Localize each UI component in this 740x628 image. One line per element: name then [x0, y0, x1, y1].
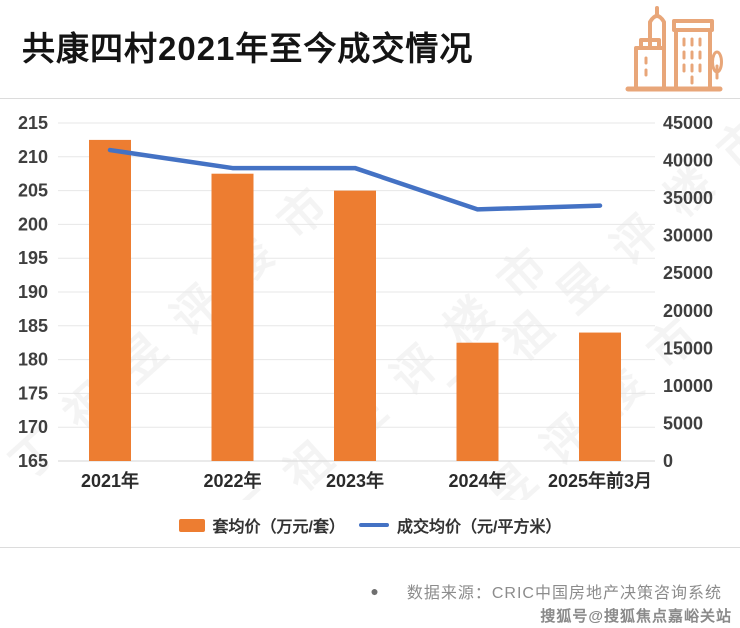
transactions-chart: 215 210 205 200 195 190 185 180 175 170 165 45000 40… — [0, 98, 740, 508]
sohu-watermark-text: 搜狐号@搜狐焦点嘉峪关站 — [540, 608, 732, 625]
left-axis-label: 180 — [18, 350, 48, 370]
left-axis-label: 195 — [18, 248, 48, 268]
bullet-icon: ● — [370, 583, 379, 599]
right-axis-label: 5000 — [663, 413, 703, 433]
chart-canvas: 215 210 205 200 195 190 185 180 175 170 165 45000 40… — [18, 113, 713, 491]
left-axis-label: 200 — [18, 214, 48, 234]
left-axis-label: 185 — [18, 316, 48, 336]
line-series-label: 成交均价（元/平方米） — [397, 519, 562, 536]
legend-item-line: 成交均价（元/平方米） — [359, 513, 561, 537]
left-axis-label: 215 — [18, 113, 48, 133]
page-title: 共康四村2021年至今成交情况 — [22, 30, 474, 67]
legend-item-bar: 套均价（万元/套） — [178, 513, 345, 537]
left-axis-label: 205 — [18, 181, 48, 201]
right-axis-label: 25000 — [663, 263, 713, 283]
bar-2023年 — [334, 190, 376, 461]
left-axis-label: 190 — [18, 282, 48, 302]
right-axis-label: 45000 — [663, 113, 713, 133]
x-axis-label-2024年: 2024年 — [448, 470, 506, 491]
bar-2022年 — [211, 173, 254, 461]
right-axis-label: 35000 — [663, 188, 713, 208]
line-series-swatch — [359, 523, 389, 527]
chart-legend: 套均价（万元/套） 成交均价（元/平方米） — [0, 511, 740, 539]
x-axis-label-2022年: 2022年 — [203, 470, 261, 491]
bar-series-label: 套均价（万元/套） — [212, 519, 345, 536]
right-axis-label: 20000 — [663, 301, 713, 321]
right-axis-label: 30000 — [663, 226, 713, 246]
left-axis-label: 170 — [18, 417, 48, 437]
header: 共康四村2021年至今成交情况 — [0, 0, 740, 98]
header-divider — [0, 98, 740, 99]
x-axis-label-2023年: 2023年 — [326, 470, 384, 491]
x-axis-label-2021年: 2021年 — [81, 470, 139, 491]
data-source-text: 数据来源：CRIC中国房地产决策咨询系统 — [406, 585, 722, 602]
x-axis-label-2025年前3月: 2025年前3月 — [548, 470, 652, 491]
left-axis-label: 175 — [18, 383, 48, 403]
right-axis-label: 0 — [663, 451, 673, 471]
bar-series-swatch — [178, 518, 205, 532]
city-buildings-icon — [625, 6, 723, 92]
footer-divider — [0, 547, 740, 548]
right-axis-label: 15000 — [663, 338, 713, 358]
right-axis-label: 10000 — [663, 376, 713, 396]
left-axis-label: 165 — [18, 451, 48, 471]
left-axis-label: 210 — [18, 147, 48, 167]
bar-2021年 — [89, 139, 131, 461]
data-source-row: ● 数据来源：CRIC中国房地产决策咨询系统 — [370, 579, 722, 603]
price-per-sqm-line — [107, 147, 603, 212]
bar-2025年前3月 — [579, 332, 621, 461]
right-axis-label: 40000 — [663, 151, 713, 171]
bar-2024年 — [456, 342, 499, 461]
